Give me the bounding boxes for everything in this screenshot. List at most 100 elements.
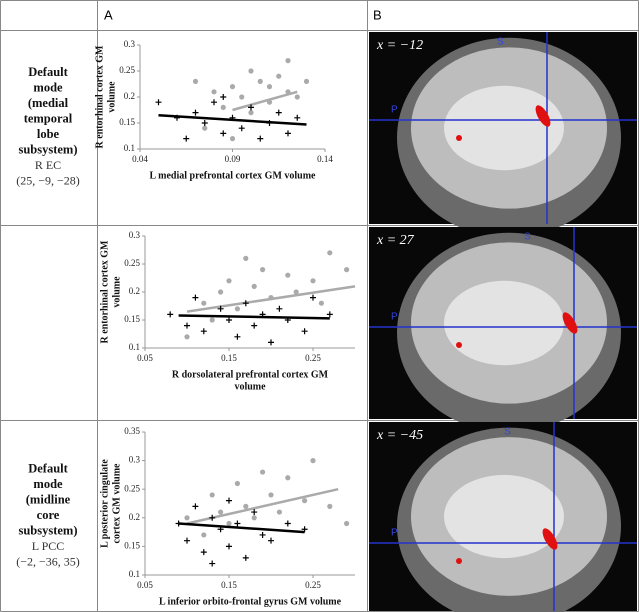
y-axis-label: volume xyxy=(111,276,122,308)
row-label: lobe xyxy=(37,127,60,141)
point xyxy=(260,469,266,475)
x-tick-label: 0.05 xyxy=(137,580,153,590)
activation xyxy=(456,135,462,141)
point xyxy=(268,339,274,346)
row-label: Default xyxy=(28,65,68,79)
point xyxy=(285,272,291,278)
brain-image: x = −12 S P xyxy=(369,32,637,238)
point xyxy=(155,99,162,106)
point xyxy=(251,283,257,289)
y-tick-label: 0.3 xyxy=(129,230,141,240)
point xyxy=(285,58,291,64)
white-matter xyxy=(444,474,564,559)
point xyxy=(209,560,216,567)
point xyxy=(229,84,236,90)
orientation-label: S xyxy=(497,37,504,48)
point xyxy=(285,475,291,481)
activation xyxy=(542,528,558,550)
point xyxy=(251,515,257,521)
point xyxy=(285,130,291,137)
point xyxy=(238,125,245,132)
x-axis-label: L medial prefrontal cortex GM volume xyxy=(150,170,317,181)
y-tick-label: 0.25 xyxy=(124,483,140,493)
point xyxy=(200,328,207,335)
point xyxy=(192,503,199,510)
y-axis-label: R entorhinal cortex GM xyxy=(94,45,105,149)
point xyxy=(167,311,174,318)
point xyxy=(251,509,258,516)
point xyxy=(234,333,241,340)
coords-label: (−2, −36, 35) xyxy=(16,554,80,568)
x-tick-label: 0.09 xyxy=(225,154,241,164)
point xyxy=(276,509,282,515)
y-tick-label: 0.15 xyxy=(124,314,140,324)
point xyxy=(234,520,241,527)
white-matter xyxy=(444,85,564,171)
point xyxy=(192,78,199,84)
trend-line xyxy=(178,314,330,320)
point xyxy=(251,322,258,329)
point xyxy=(226,520,232,527)
point xyxy=(266,84,273,90)
x-tick-label: 0.05 xyxy=(137,353,153,363)
point xyxy=(220,94,227,100)
point xyxy=(201,532,207,538)
point xyxy=(234,480,240,487)
x-axis-label: volume xyxy=(234,381,266,392)
point xyxy=(248,104,254,111)
y-tick-label: 0.1 xyxy=(129,569,140,579)
column-header: A xyxy=(104,7,113,22)
point xyxy=(209,492,215,498)
point xyxy=(301,328,308,335)
y-axis-label: R entorhinal cortex GM xyxy=(99,240,110,344)
point xyxy=(248,68,254,74)
y-tick-label: 0.15 xyxy=(124,540,140,550)
x-axis-label: L inferior orbito-frontal gyrus GM volum… xyxy=(159,596,342,607)
point xyxy=(276,73,282,79)
point xyxy=(302,498,308,504)
column-header: B xyxy=(373,7,382,22)
point xyxy=(294,94,300,100)
slice-label: x = −12 xyxy=(376,38,423,53)
point xyxy=(257,78,263,84)
point xyxy=(184,515,190,521)
point xyxy=(184,537,190,544)
point xyxy=(226,278,232,284)
point xyxy=(211,89,217,95)
point xyxy=(220,130,227,137)
brain-image: x = −45 S P xyxy=(369,422,637,612)
point xyxy=(268,537,274,544)
point xyxy=(276,305,283,312)
slice-label: x = −45 xyxy=(376,428,423,443)
point xyxy=(318,300,324,306)
point xyxy=(257,135,264,142)
point xyxy=(201,300,207,306)
point xyxy=(200,549,207,556)
point xyxy=(229,136,236,142)
point xyxy=(242,554,249,561)
region-label: L PCC xyxy=(32,539,65,553)
activation xyxy=(535,105,551,127)
point xyxy=(220,104,226,110)
point xyxy=(242,300,249,307)
orientation-label: S xyxy=(504,427,511,438)
point xyxy=(211,99,217,106)
point xyxy=(284,520,291,527)
point xyxy=(243,503,249,509)
point xyxy=(239,94,245,100)
point xyxy=(218,289,224,295)
point xyxy=(344,267,350,273)
point xyxy=(268,492,274,498)
y-tick-label: 0.1 xyxy=(124,143,135,153)
slice-label: x = 27 xyxy=(376,233,415,248)
row-label: subsystem) xyxy=(18,523,77,537)
point xyxy=(226,317,232,323)
point xyxy=(202,125,208,131)
brain-image: x = 27 S P xyxy=(369,227,637,433)
row-label: Default xyxy=(28,461,68,475)
x-tick-label: 0.04 xyxy=(132,154,148,164)
point xyxy=(310,294,316,301)
point xyxy=(248,110,254,116)
point xyxy=(184,334,190,340)
y-axis-label: volume xyxy=(106,81,117,113)
